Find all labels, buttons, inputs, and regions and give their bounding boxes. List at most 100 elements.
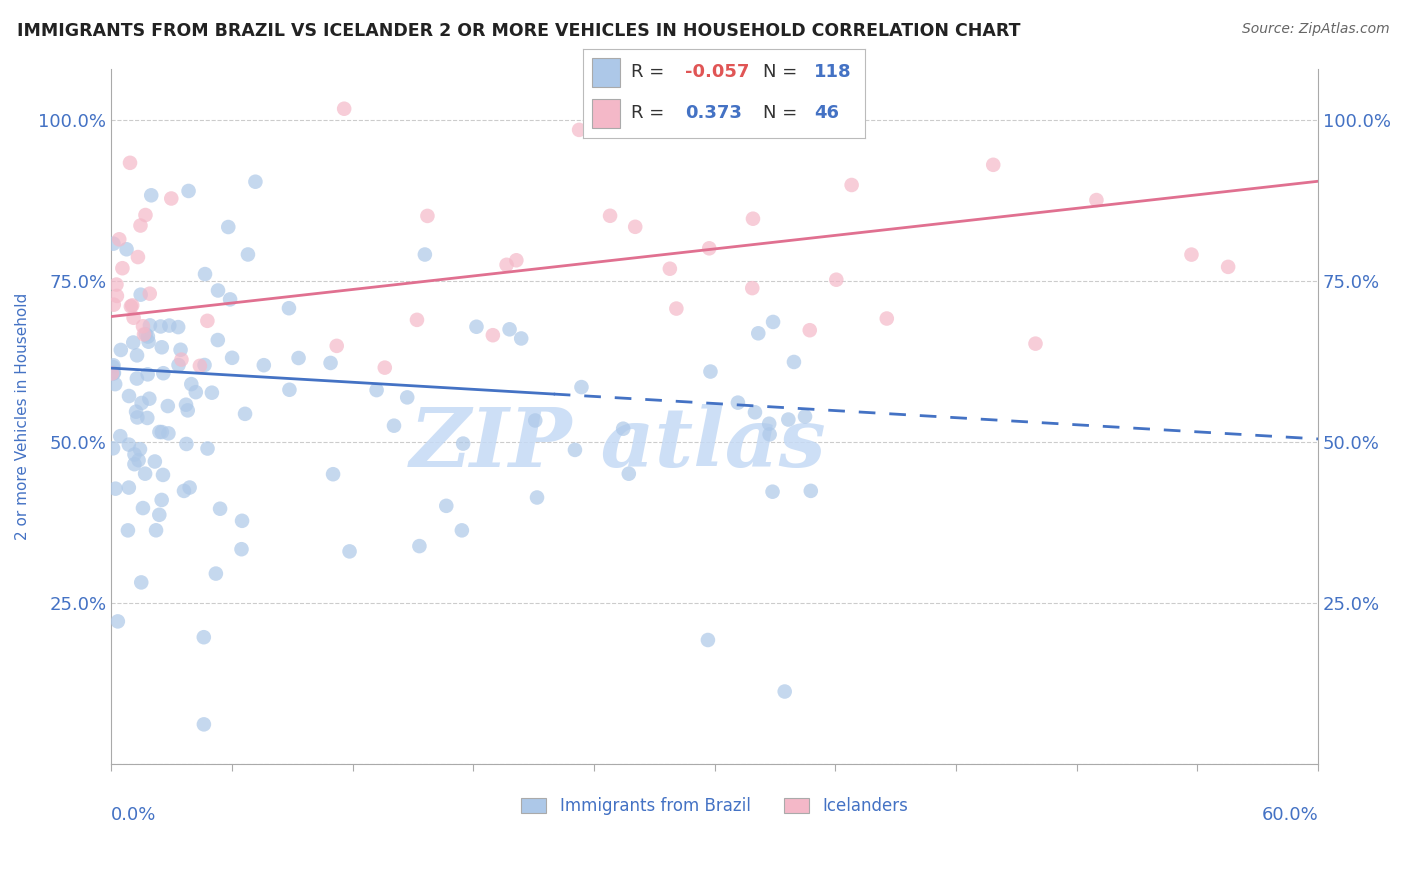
- Point: [110, 429, 132, 443]
- Point: [104, 482, 127, 496]
- Point: [505, 253, 527, 268]
- Point: [104, 377, 127, 392]
- Point: [524, 413, 547, 427]
- Point: [170, 352, 193, 367]
- Point: [800, 483, 823, 498]
- Point: [118, 481, 141, 495]
- Legend: Immigrants from Brazil, Icelanders: Immigrants from Brazil, Icelanders: [522, 797, 908, 815]
- Point: [136, 411, 159, 425]
- Point: [138, 392, 160, 406]
- Point: [794, 409, 817, 424]
- Point: [128, 453, 150, 467]
- Point: [135, 327, 157, 342]
- Point: [366, 383, 388, 397]
- Point: [773, 684, 796, 698]
- Point: [778, 412, 800, 426]
- Point: [571, 380, 593, 394]
- Point: [156, 399, 179, 413]
- Point: [125, 348, 148, 362]
- Point: [758, 417, 780, 431]
- FancyBboxPatch shape: [592, 99, 620, 128]
- Point: [825, 273, 848, 287]
- Point: [127, 410, 149, 425]
- Point: [568, 123, 591, 137]
- Point: [981, 158, 1004, 172]
- Point: [139, 286, 162, 301]
- Point: [150, 492, 173, 507]
- Point: [148, 425, 170, 439]
- Point: [134, 467, 156, 481]
- Point: [129, 442, 152, 457]
- Point: [617, 467, 640, 481]
- Point: [741, 281, 763, 295]
- Point: [727, 395, 749, 409]
- Point: [105, 289, 128, 303]
- Point: [207, 284, 229, 298]
- Text: ZIP atlas: ZIP atlas: [409, 404, 827, 484]
- Point: [143, 454, 166, 468]
- Point: [138, 334, 160, 349]
- Point: [612, 422, 634, 436]
- Text: N =: N =: [763, 63, 803, 81]
- Point: [125, 405, 148, 419]
- Point: [231, 514, 253, 528]
- Point: [177, 184, 200, 198]
- Text: 0.373: 0.373: [685, 104, 741, 122]
- Point: [129, 575, 152, 590]
- Point: [742, 211, 765, 226]
- Point: [136, 368, 159, 382]
- Point: [118, 389, 141, 403]
- Text: 60.0%: 60.0%: [1261, 806, 1319, 824]
- Point: [1180, 247, 1202, 261]
- Y-axis label: 2 or more Vehicles in Household: 2 or more Vehicles in Household: [15, 293, 30, 540]
- Point: [169, 343, 191, 357]
- Text: Source: ZipAtlas.com: Source: ZipAtlas.com: [1241, 22, 1389, 37]
- Point: [105, 277, 128, 292]
- Point: [665, 301, 688, 316]
- Point: [1024, 336, 1046, 351]
- Point: [176, 437, 198, 451]
- Point: [374, 360, 396, 375]
- Point: [217, 220, 239, 235]
- Point: [180, 377, 202, 392]
- Point: [201, 385, 224, 400]
- Point: [339, 544, 361, 558]
- Point: [103, 366, 125, 380]
- Point: [451, 436, 474, 450]
- Point: [110, 343, 132, 357]
- Point: [120, 299, 142, 313]
- Point: [103, 298, 125, 312]
- Point: [148, 508, 170, 522]
- Point: [157, 426, 180, 441]
- Point: [167, 320, 190, 334]
- Point: [160, 192, 183, 206]
- Point: [761, 484, 783, 499]
- Point: [465, 319, 488, 334]
- Point: [132, 327, 155, 342]
- Point: [173, 483, 195, 498]
- Point: [117, 524, 139, 538]
- Point: [132, 501, 155, 516]
- Point: [101, 359, 124, 374]
- Point: [624, 219, 647, 234]
- Point: [696, 632, 718, 647]
- Text: 46: 46: [814, 104, 839, 122]
- Point: [658, 261, 681, 276]
- Point: [149, 319, 172, 334]
- Text: N =: N =: [763, 104, 803, 122]
- Point: [526, 491, 548, 505]
- Point: [209, 501, 232, 516]
- Point: [758, 427, 780, 442]
- Point: [167, 358, 190, 372]
- Point: [177, 403, 200, 417]
- Text: IMMIGRANTS FROM BRAZIL VS ICELANDER 2 OR MORE VEHICLES IN HOUSEHOLD CORRELATION : IMMIGRANTS FROM BRAZIL VS ICELANDER 2 OR…: [17, 22, 1021, 40]
- Point: [233, 407, 256, 421]
- Point: [150, 340, 173, 354]
- Point: [157, 318, 180, 333]
- Point: [184, 385, 207, 400]
- Point: [231, 542, 253, 557]
- Point: [744, 405, 766, 419]
- Point: [783, 355, 806, 369]
- Point: [103, 367, 125, 381]
- Point: [325, 339, 347, 353]
